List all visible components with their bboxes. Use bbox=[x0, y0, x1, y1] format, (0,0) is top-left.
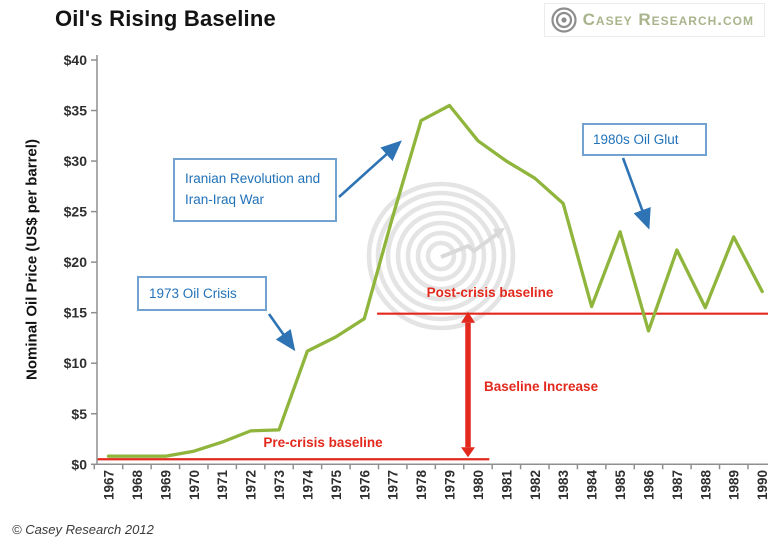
callout-1980s-oil-glut: 1980s Oil Glut bbox=[582, 123, 707, 156]
copyright-notice: © Casey Research 2012 bbox=[12, 522, 154, 537]
svg-text:$25: $25 bbox=[64, 204, 88, 220]
svg-text:$5: $5 bbox=[71, 406, 87, 422]
casey-research-logo: Casey Research.com bbox=[543, 3, 765, 37]
svg-text:$30: $30 bbox=[64, 153, 88, 169]
svg-text:1976: 1976 bbox=[357, 470, 372, 501]
svg-text:1986: 1986 bbox=[641, 470, 656, 501]
svg-text:1982: 1982 bbox=[528, 470, 543, 500]
x-axis-tick-labels: 1967 1968 1969 1970 1971 1972 1973 1974 1975 1976… bbox=[102, 470, 768, 501]
svg-text:1980: 1980 bbox=[471, 470, 486, 500]
svg-text:1978: 1978 bbox=[414, 470, 429, 501]
svg-text:1989: 1989 bbox=[727, 470, 742, 500]
svg-text:$0: $0 bbox=[71, 456, 87, 472]
svg-text:$15: $15 bbox=[64, 305, 88, 321]
svg-text:1968: 1968 bbox=[130, 470, 145, 501]
post-crisis-baseline-label: Post-crisis baseline bbox=[426, 285, 554, 300]
svg-text:1967: 1967 bbox=[102, 470, 117, 500]
svg-text:1984: 1984 bbox=[585, 470, 600, 501]
pre-crisis-baseline-label: Pre-crisis baseline bbox=[263, 435, 383, 450]
svg-text:1981: 1981 bbox=[499, 470, 514, 501]
svg-text:1969: 1969 bbox=[158, 470, 173, 500]
svg-text:1990: 1990 bbox=[755, 470, 768, 500]
svg-text:1979: 1979 bbox=[443, 470, 458, 500]
svg-text:1970: 1970 bbox=[187, 470, 202, 500]
svg-text:1974: 1974 bbox=[300, 470, 315, 501]
svg-text:1975: 1975 bbox=[329, 470, 344, 501]
callout-arrows bbox=[267, 140, 651, 352]
casey-logo-watermark bbox=[366, 181, 516, 331]
logo-text: Casey Research.com bbox=[582, 10, 754, 29]
baseline-increase-arrow bbox=[461, 311, 476, 458]
svg-text:1972: 1972 bbox=[244, 470, 259, 500]
svg-text:1988: 1988 bbox=[698, 470, 713, 501]
y-axis-tick-labels: $0 $5 $10 $15 $20 $25 $30 $35 $40 bbox=[64, 52, 88, 472]
spiral-logo-icon bbox=[550, 6, 578, 34]
page-title: Oil's Rising Baseline bbox=[55, 6, 276, 31]
y-axis-title: Nominal Oil Price (US$ per barrel) bbox=[23, 139, 41, 380]
svg-text:1977: 1977 bbox=[386, 470, 401, 500]
svg-text:1985: 1985 bbox=[613, 470, 628, 501]
svg-text:1973: 1973 bbox=[272, 470, 287, 501]
svg-text:1983: 1983 bbox=[556, 470, 571, 501]
svg-text:$10: $10 bbox=[64, 355, 88, 371]
callout-iranian-revolution-iran-iraq-war: Iranian Revolution and Iran-Iraq War bbox=[173, 158, 337, 222]
oil-price-series bbox=[106, 103, 764, 458]
svg-text:1987: 1987 bbox=[670, 470, 685, 500]
baseline-increase-label: Baseline Increase bbox=[484, 379, 599, 394]
svg-text:$40: $40 bbox=[64, 52, 88, 68]
svg-text:1971: 1971 bbox=[215, 470, 230, 501]
svg-text:$35: $35 bbox=[64, 103, 88, 119]
axes bbox=[91, 55, 768, 470]
callout-1973-oil-crisis: 1973 Oil Crisis bbox=[137, 276, 267, 311]
svg-text:$20: $20 bbox=[64, 254, 88, 270]
baseline-lines bbox=[97, 312, 768, 461]
